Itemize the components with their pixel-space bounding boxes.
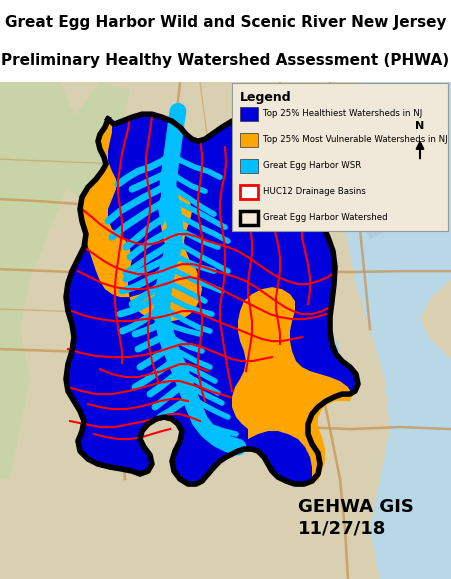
Text: Great Egg Harbor Watershed: Great Egg Harbor Watershed [263,212,387,222]
Bar [240,159,258,173]
Polygon shape [80,119,202,321]
Bar [240,211,258,225]
Polygon shape [0,82,80,329]
Polygon shape [0,429,20,479]
Polygon shape [345,82,451,579]
Polygon shape [360,194,395,239]
Bar [232,83,448,231]
Text: Great Egg Harbor WSR: Great Egg Harbor WSR [263,161,361,170]
Polygon shape [232,287,352,481]
Text: Top 25% Healthiest Watersheds in NJ: Top 25% Healthiest Watersheds in NJ [263,109,422,118]
Text: HUC12 Drainage Basins: HUC12 Drainage Basins [263,186,366,196]
Bar [240,133,258,147]
Polygon shape [300,329,340,379]
Text: N: N [415,121,425,131]
Text: Great Egg Harbor Wild and Scenic River New Jersey: Great Egg Harbor Wild and Scenic River N… [5,14,446,30]
Polygon shape [158,191,168,227]
Text: Legend: Legend [240,91,292,104]
Polygon shape [60,82,130,199]
Polygon shape [66,114,358,484]
Text: GEHWA GIS
11/27/18: GEHWA GIS 11/27/18 [298,498,414,537]
Polygon shape [0,329,30,429]
Bar [240,185,258,199]
Text: Top 25% Most Vulnerable Watersheds in NJ: Top 25% Most Vulnerable Watersheds in NJ [263,135,448,144]
Bar [240,107,258,121]
Text: Preliminary Healthy Watershed Assessment (PHWA): Preliminary Healthy Watershed Assessment… [1,53,450,68]
